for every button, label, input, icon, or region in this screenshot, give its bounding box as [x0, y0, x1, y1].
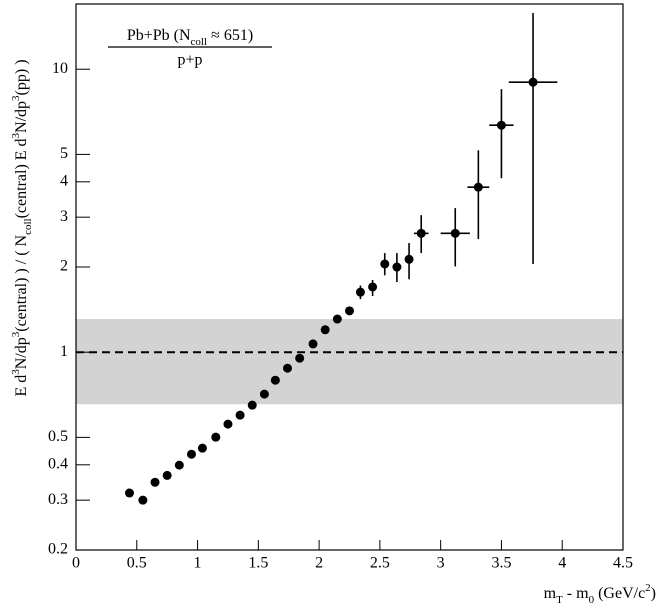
annotation-numerator: Pb+Pb (Ncoll ≈ 651): [127, 27, 253, 48]
y-tick-label: 2: [60, 258, 68, 275]
data-point: [247, 400, 257, 410]
text-part: - m: [563, 585, 589, 602]
x-tick-label: 3: [437, 555, 445, 572]
x-axis-label: mT - m0 (GeV/c2): [544, 582, 656, 606]
x-tick-label: 0.5: [127, 555, 147, 572]
data-point: [355, 287, 365, 297]
data-point: [223, 419, 233, 429]
data-point: [283, 363, 293, 373]
superscript: 3: [10, 132, 22, 138]
data-point: [138, 495, 148, 505]
x-tick-label: 4: [558, 555, 566, 572]
text-part: (GeV/c: [594, 585, 645, 602]
y-tick-label: 4: [60, 172, 68, 189]
annotation-denominator: p+p: [177, 52, 202, 69]
subscript: 0: [589, 594, 595, 606]
data-point: [211, 432, 221, 442]
subscript: T: [556, 594, 563, 606]
data-point: [473, 182, 483, 192]
data-point: [404, 254, 414, 264]
x-tick-label: 2: [315, 555, 323, 572]
text-part: (central) E d: [13, 138, 30, 218]
data-point: [270, 375, 280, 385]
x-tick-label: 1.5: [248, 555, 268, 572]
text-part: m: [544, 585, 557, 602]
x-tick-label: 3.5: [491, 555, 511, 572]
y-axis-label: E d3N/dp3(central) ) / ( Ncoll(central) …: [10, 59, 34, 396]
text-part: ): [651, 585, 656, 602]
y-tick-label: 5: [60, 145, 68, 162]
data-point: [259, 389, 269, 399]
text-part: (central) ) / ( N: [13, 234, 30, 331]
subscript: coll: [191, 36, 208, 48]
y-tick-label: 0.2: [48, 541, 68, 558]
data-point: [380, 259, 390, 269]
data-point: [162, 470, 172, 480]
superscript: 3: [10, 331, 22, 337]
data-point: [332, 314, 342, 324]
x-tick-label: 4.5: [613, 555, 633, 572]
data-point: [150, 477, 160, 487]
y-tick-label: 3: [60, 208, 68, 225]
subscript: coll: [22, 218, 34, 235]
y-tick-label: 0.3: [48, 491, 68, 508]
data-point: [308, 339, 318, 349]
superscript: 3: [10, 95, 22, 101]
text-part: Pb+Pb (N: [127, 27, 191, 44]
data-point: [450, 228, 460, 238]
data-point: [528, 77, 538, 87]
data-point: [186, 449, 196, 459]
text-part: N/dp: [13, 337, 30, 369]
text-part: N/dp: [13, 101, 30, 133]
data-point: [235, 410, 245, 420]
superscript: 3: [10, 369, 22, 375]
plot-frame: [75, 3, 624, 551]
text-part: E d: [13, 375, 30, 397]
data-point: [496, 120, 506, 130]
text-part: (pp) ): [13, 59, 30, 95]
superscript: 2: [645, 582, 651, 594]
data-point: [320, 325, 330, 335]
data-point: [345, 306, 354, 316]
y-tick-label: 10: [52, 60, 68, 77]
x-tick-label: 0: [72, 555, 80, 572]
data-point: [174, 460, 184, 470]
data-point: [392, 262, 402, 272]
y-tick-label: 0.5: [48, 428, 68, 445]
x-tick-label: 2.5: [370, 555, 390, 572]
text-part: ≈ 651): [207, 27, 253, 44]
data-point: [124, 488, 134, 498]
y-tick-label: 1: [60, 343, 68, 360]
data-point: [368, 282, 378, 292]
y-tick-label: 0.4: [48, 455, 68, 472]
x-tick-label: 1: [194, 555, 202, 572]
data-point: [416, 228, 426, 238]
data-point: [295, 353, 305, 363]
data-point: [197, 443, 207, 453]
systematic-band: [76, 319, 623, 405]
